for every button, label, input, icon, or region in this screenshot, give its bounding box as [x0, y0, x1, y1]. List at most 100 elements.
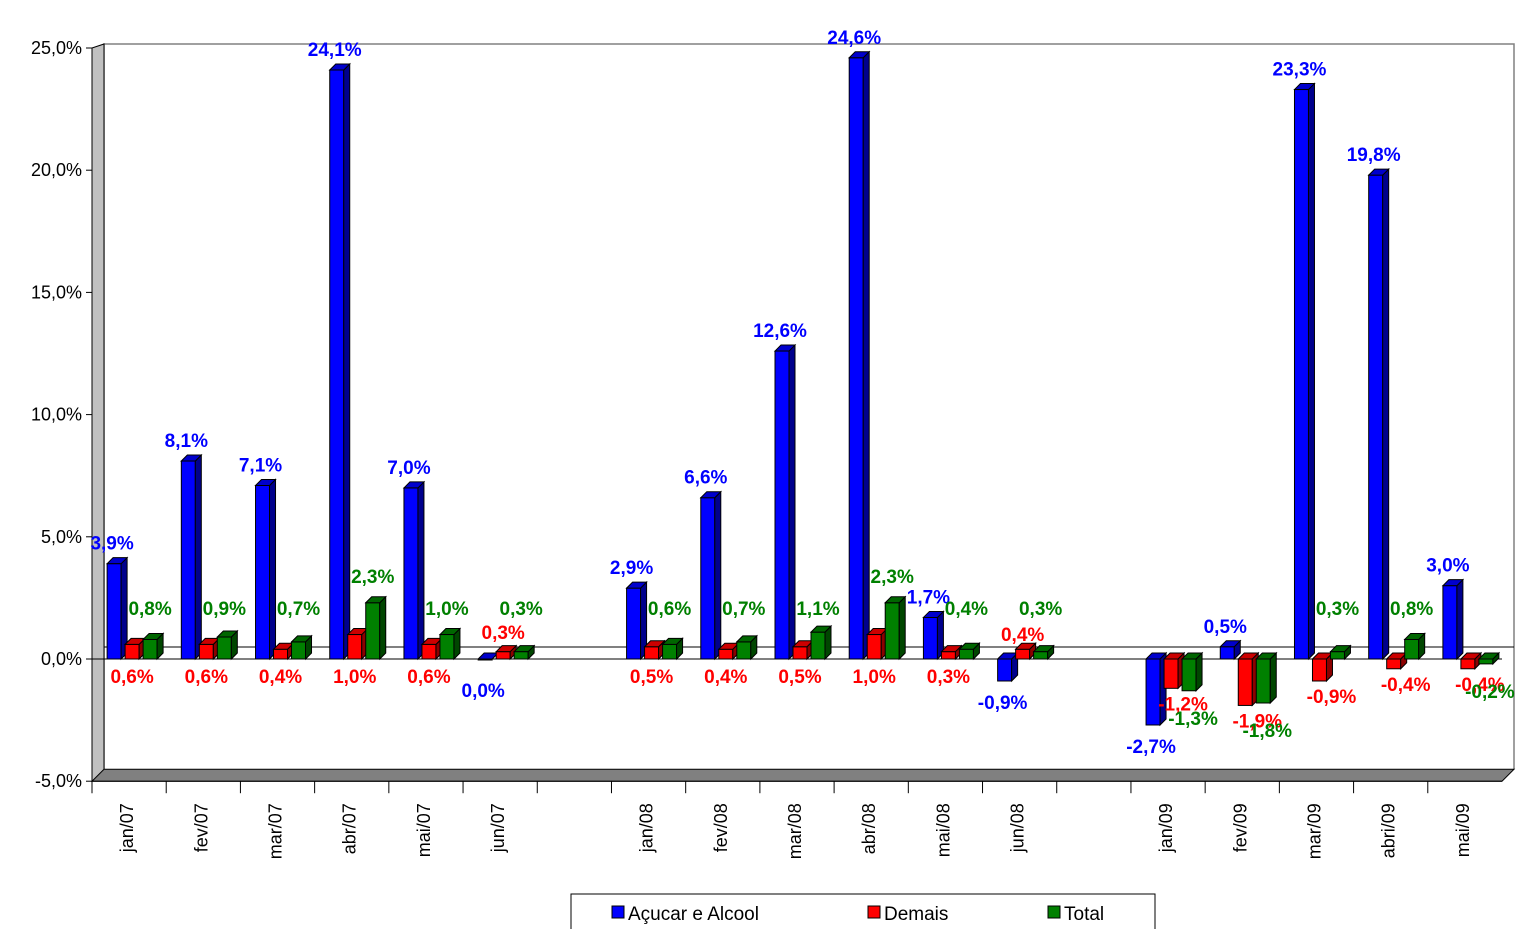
bar-front [718, 648, 734, 660]
bar-front [922, 616, 938, 660]
bar-front [439, 634, 455, 660]
bar-1 [346, 627, 369, 661]
bar-top [1459, 652, 1483, 660]
y-tick-label: 5,0% [41, 527, 82, 547]
bar-top [402, 481, 426, 489]
bar-side [862, 50, 870, 661]
bar-top [1162, 652, 1186, 660]
x-tick-label: jan/08 [637, 803, 657, 853]
data-label: 0,3% [482, 623, 525, 644]
data-label: 0,5% [1204, 617, 1247, 638]
x-tick-label: mai/07 [414, 803, 434, 857]
data-label: -1,2% [1158, 694, 1208, 715]
bar-top [494, 645, 518, 653]
bar-top [216, 630, 239, 638]
x-tick-label: fev/07 [191, 803, 211, 852]
data-label: -0,2% [1465, 682, 1515, 703]
bar-top [809, 625, 833, 633]
data-label: 1,0% [333, 667, 376, 688]
x-tick-label: abri/09 [1379, 803, 1399, 858]
bar-side [898, 595, 906, 661]
bar-top [1293, 83, 1316, 91]
bar-0 [105, 556, 129, 661]
legend-swatch [867, 905, 881, 919]
bar-1 [717, 642, 740, 661]
bar-2 [661, 637, 684, 661]
data-label: 0,3% [1019, 599, 1062, 620]
bar-2 [141, 632, 165, 661]
side-wall [91, 43, 105, 783]
data-label: 1,1% [796, 599, 839, 620]
bar-front [255, 484, 271, 660]
bars [105, 50, 1501, 727]
bar-top [661, 637, 684, 645]
x-tick-label: mar/08 [785, 803, 805, 859]
data-label: -1,8% [1242, 721, 1292, 742]
bar-top [1219, 640, 1242, 648]
bar-top [773, 344, 797, 352]
data-label: 2,3% [351, 567, 394, 588]
y-tick-label: 0,0% [41, 649, 82, 669]
bar-top [476, 652, 500, 660]
bar-2 [958, 642, 981, 661]
bar-front [273, 648, 289, 660]
data-label: 0,3% [927, 667, 970, 688]
bar-top [1367, 168, 1390, 176]
bar-top [1237, 652, 1260, 660]
bar-top [699, 491, 722, 499]
x-tick-label: fev/08 [711, 803, 731, 852]
bar-side [417, 480, 425, 661]
bar-top [735, 635, 758, 643]
bar-2 [438, 627, 462, 661]
bar-front [1460, 658, 1476, 670]
data-label: 1,7% [907, 587, 950, 608]
bar-front [403, 487, 419, 660]
bar-side [269, 478, 277, 661]
data-label: 0,4% [945, 599, 988, 620]
bar-front [180, 460, 196, 660]
bar-front [958, 648, 974, 660]
bar-side [343, 62, 351, 661]
data-label: 0,6% [185, 667, 228, 688]
bar-front [848, 57, 864, 660]
bar-2 [1180, 651, 1204, 692]
bar-2 [1477, 651, 1501, 666]
bar-top [1441, 579, 1465, 587]
data-label: 0,5% [778, 667, 821, 688]
y-tick-label: 15,0% [31, 282, 82, 302]
data-label: 2,3% [871, 567, 914, 588]
bar-front [421, 643, 437, 660]
bar-front [216, 636, 232, 660]
bar-2 [884, 595, 907, 661]
bar-front [662, 643, 678, 660]
data-label: 0,3% [500, 599, 543, 620]
bar-side [1269, 651, 1277, 705]
x-tick-label: mar/07 [266, 803, 286, 859]
data-label: 2,9% [610, 558, 653, 579]
bar-0 [1293, 82, 1316, 661]
bar-front [124, 643, 140, 660]
bar-top [1403, 632, 1426, 640]
bar-2 [1255, 651, 1278, 705]
x-tick-label: mai/08 [933, 803, 953, 857]
bar-top [1032, 645, 1055, 653]
bar-0 [1219, 639, 1242, 661]
floor [90, 768, 1516, 782]
bar-1 [494, 644, 518, 661]
data-label: 8,1% [165, 431, 208, 452]
bar-top [180, 454, 203, 462]
y-tick-label: 10,0% [31, 405, 82, 425]
data-label: 0,4% [704, 667, 747, 688]
bar-front [513, 651, 529, 660]
bar-2 [290, 634, 313, 661]
bar-top [1329, 645, 1352, 653]
bar-1 [1385, 651, 1408, 670]
bar-1 [272, 642, 295, 661]
data-label: 0,6% [110, 667, 153, 688]
bar-2 [1032, 644, 1055, 661]
data-label: 0,5% [630, 667, 673, 688]
data-label: 24,6% [827, 28, 881, 49]
data-label: 0,4% [259, 667, 302, 688]
bar-1 [1459, 651, 1483, 670]
bar-0 [328, 62, 351, 661]
